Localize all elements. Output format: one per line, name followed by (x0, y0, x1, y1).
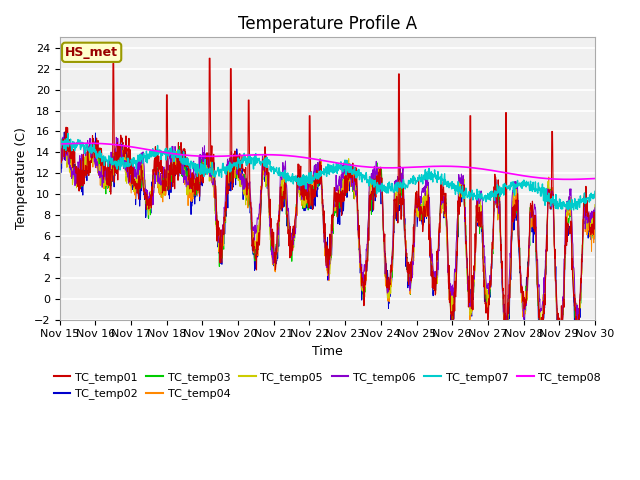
TC_temp01 (591, 221, 598, 227)
Line: TC_temp01: TC_temp01 (60, 58, 595, 325)
TC_temp02 (528, 229, 536, 235)
TC_temp07 (481, 193, 488, 199)
TC_temp05 (481, 266, 488, 272)
TC_temp08 (175, 152, 183, 157)
TC_temp02 (56, 168, 63, 174)
TC_temp04 (411, 232, 419, 238)
TC_temp02 (163, 179, 170, 184)
TC_temp03 (481, 280, 488, 286)
TC_temp05 (163, 181, 170, 187)
TC_temp03 (235, 172, 243, 178)
TC_temp06 (591, 205, 598, 211)
Line: TC_temp04: TC_temp04 (60, 139, 595, 325)
Title: Temperature Profile A: Temperature Profile A (238, 15, 417, 33)
TC_temp02 (411, 241, 419, 247)
TC_temp04 (528, 224, 536, 229)
TC_temp04 (500, 322, 508, 328)
TC_temp07 (411, 178, 419, 183)
TC_temp02 (591, 218, 598, 224)
Line: TC_temp07: TC_temp07 (60, 133, 595, 210)
TC_temp05 (175, 160, 183, 166)
X-axis label: Time: Time (312, 345, 342, 358)
TC_temp07 (64, 131, 72, 136)
Legend: TC_temp01, TC_temp02, TC_temp03, TC_temp04, TC_temp05, TC_temp06, TC_temp07, TC_: TC_temp01, TC_temp02, TC_temp03, TC_temp… (49, 368, 605, 404)
TC_temp05 (60, 137, 67, 143)
Y-axis label: Temperature (C): Temperature (C) (15, 128, 28, 229)
TC_temp08 (56, 141, 63, 147)
TC_temp04 (163, 188, 170, 193)
TC_temp06 (56, 139, 63, 145)
TC_temp02 (447, 322, 455, 328)
TC_temp02 (175, 150, 183, 156)
TC_temp02 (481, 299, 489, 304)
TC_temp06 (481, 259, 488, 265)
TC_temp06 (163, 168, 170, 173)
TC_temp08 (591, 176, 598, 181)
TC_temp01 (528, 207, 536, 213)
Line: TC_temp02: TC_temp02 (60, 132, 595, 325)
TC_temp03 (163, 184, 170, 190)
TC_temp07 (175, 152, 183, 158)
TC_temp07 (235, 160, 243, 166)
TC_temp07 (528, 184, 536, 190)
TC_temp05 (411, 239, 419, 245)
TC_temp04 (591, 225, 598, 230)
TC_temp03 (591, 222, 598, 228)
TC_temp03 (175, 161, 183, 167)
Line: TC_temp03: TC_temp03 (60, 139, 595, 325)
TC_temp06 (411, 229, 419, 235)
TC_temp05 (528, 212, 536, 218)
TC_temp07 (570, 207, 577, 213)
TC_temp08 (564, 177, 572, 182)
TC_temp08 (163, 150, 170, 156)
TC_temp01 (481, 277, 488, 283)
Text: HS_met: HS_met (65, 46, 118, 59)
TC_temp07 (56, 144, 63, 150)
TC_temp05 (591, 202, 598, 207)
TC_temp04 (235, 162, 243, 168)
TC_temp04 (61, 136, 69, 142)
TC_temp03 (61, 136, 68, 142)
TC_temp07 (163, 157, 170, 163)
Line: TC_temp08: TC_temp08 (60, 143, 595, 180)
TC_temp01 (56, 155, 63, 160)
TC_temp01 (235, 156, 243, 161)
TC_temp01 (501, 322, 509, 328)
TC_temp03 (56, 145, 63, 151)
TC_temp08 (411, 164, 419, 170)
TC_temp06 (555, 322, 563, 328)
TC_temp01 (175, 162, 182, 168)
TC_temp01 (162, 178, 170, 184)
Line: TC_temp06: TC_temp06 (60, 134, 595, 325)
TC_temp01 (205, 55, 213, 61)
TC_temp05 (235, 169, 243, 175)
TC_temp05 (502, 322, 509, 328)
TC_temp01 (411, 207, 419, 213)
TC_temp08 (528, 174, 536, 180)
TC_temp02 (60, 129, 68, 135)
TC_temp03 (528, 216, 536, 222)
TC_temp04 (481, 275, 488, 281)
TC_temp04 (56, 137, 63, 143)
TC_temp06 (235, 169, 243, 175)
TC_temp06 (175, 157, 183, 163)
TC_temp07 (591, 189, 598, 194)
TC_temp08 (83, 140, 90, 146)
TC_temp08 (235, 153, 243, 158)
Line: TC_temp05: TC_temp05 (60, 140, 595, 325)
TC_temp03 (500, 322, 508, 328)
TC_temp06 (57, 132, 65, 137)
TC_temp02 (235, 154, 243, 159)
TC_temp03 (411, 223, 419, 228)
TC_temp08 (481, 167, 488, 172)
TC_temp04 (175, 165, 183, 171)
TC_temp05 (56, 148, 63, 154)
TC_temp06 (528, 211, 536, 217)
